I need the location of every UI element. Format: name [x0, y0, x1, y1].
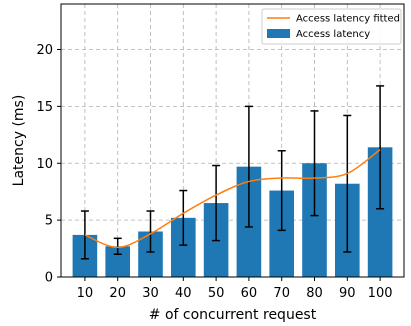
legend-label-fitted: Access latency fitted	[296, 14, 400, 25]
error-bars	[80, 85, 385, 260]
x-tick-label: 100	[368, 286, 393, 301]
y-axis-label: Latency (ms)	[11, 95, 27, 187]
bars	[72, 147, 393, 277]
legend-box	[261, 8, 402, 45]
y-tick-label: 5	[45, 214, 53, 229]
fitted-line	[84, 148, 381, 249]
x-tick-label: 50	[208, 286, 225, 301]
y-tick-label: 20	[36, 43, 53, 58]
x-tick-label: 60	[241, 286, 258, 301]
y-tick-label: 10	[36, 157, 53, 172]
legend: Access latency fitted Access latency	[261, 8, 402, 45]
legend-label-access: Access latency	[296, 29, 370, 40]
plot-frame	[60, 3, 405, 278]
axis-ticks: 0 5 10 15 20 10 20 30 40 50 60 70 80 90 100	[36, 43, 392, 301]
legend-bar-swatch	[267, 29, 290, 38]
y-tick-label: 0	[45, 271, 53, 286]
x-tick-label: 70	[273, 286, 290, 301]
x-tick-label: 80	[306, 286, 323, 301]
fitted-line-path	[84, 148, 381, 249]
x-tick-label: 90	[339, 286, 356, 301]
x-tick-label: 30	[142, 286, 159, 301]
x-tick-label: 40	[175, 286, 192, 301]
x-tick-label: 20	[109, 286, 126, 301]
y-tick-label: 15	[36, 100, 53, 115]
x-axis-label: # of concurrent request	[149, 307, 317, 323]
x-tick-label: 10	[77, 286, 94, 301]
